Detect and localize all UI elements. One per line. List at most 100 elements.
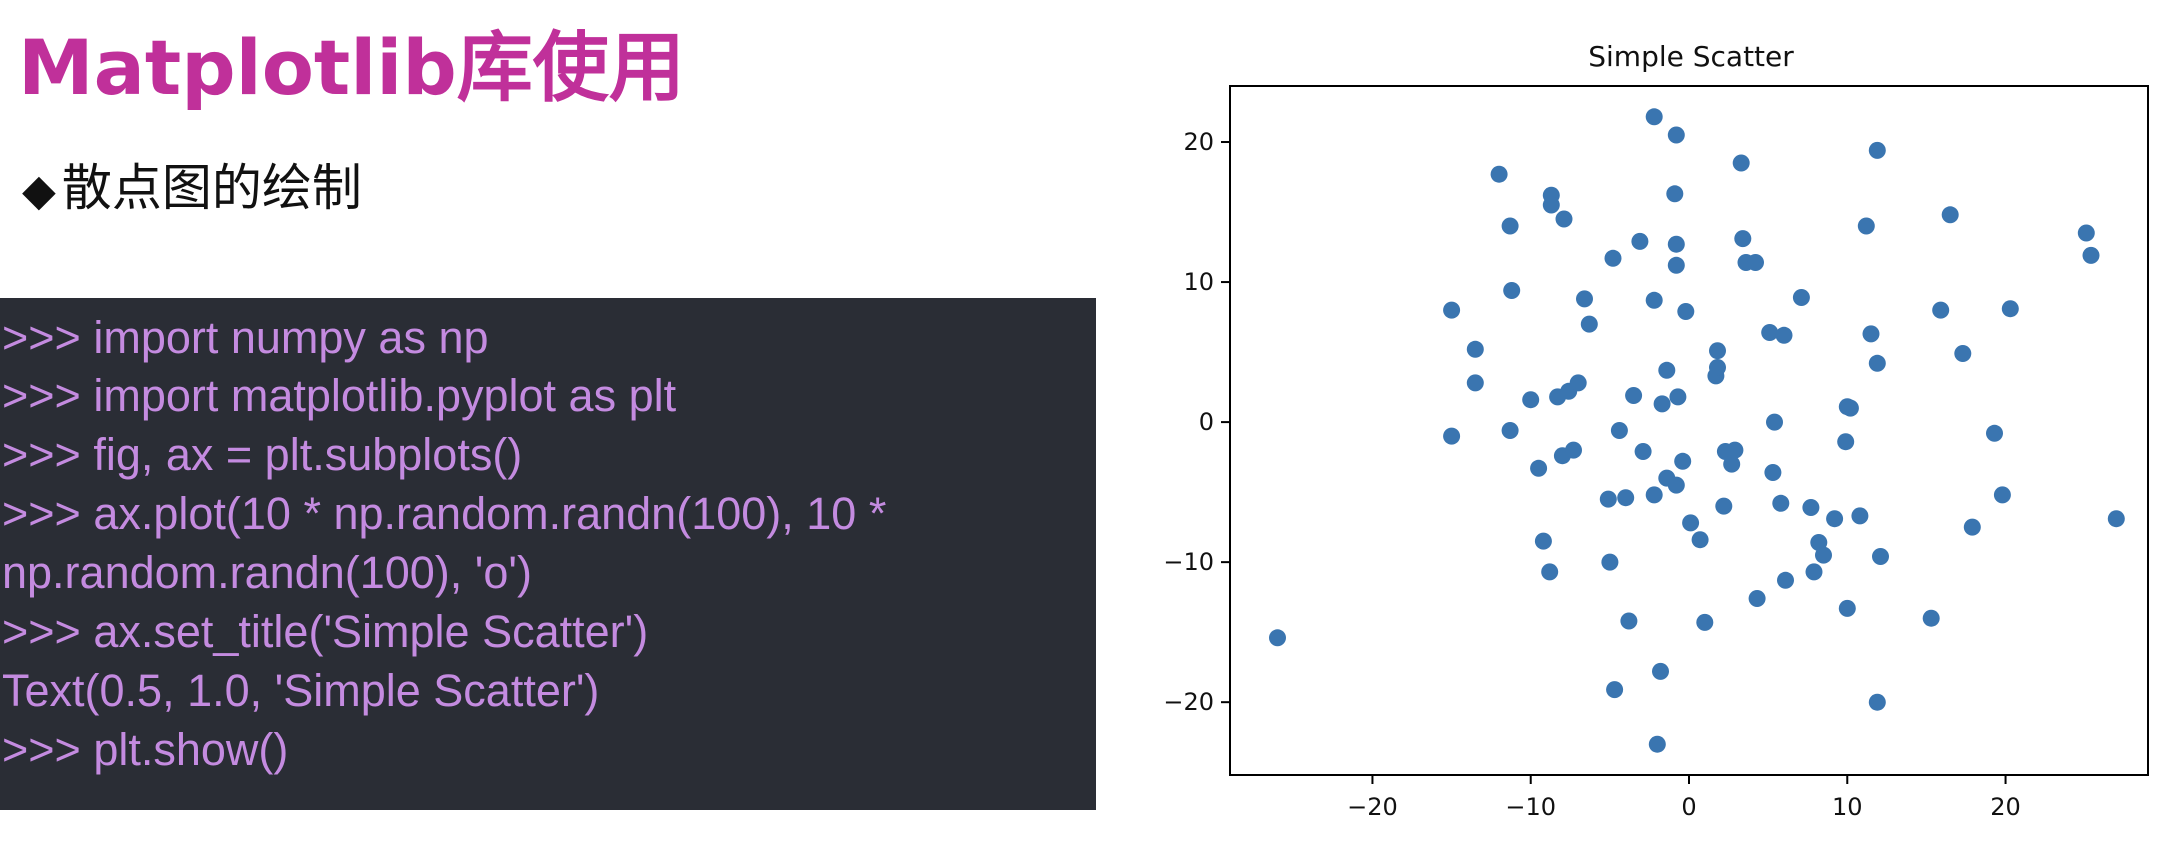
scatter-point (1617, 489, 1635, 507)
scatter-point (1726, 441, 1744, 459)
code-line: >>> fig, ax = plt.subplots() (2, 429, 523, 480)
scatter-point (1868, 354, 1886, 372)
scatter-point (2107, 510, 2125, 528)
code-line: >>> ax.plot(10 * np.random.randn(100), 1… (2, 488, 887, 539)
scatter-point (1634, 443, 1652, 460)
scatter-point (1837, 433, 1855, 451)
scatter-point (1986, 424, 2003, 442)
scatter-point (1667, 235, 1685, 253)
page-title: Matplotlib库使用 (18, 23, 685, 112)
scatter-point (1826, 510, 1844, 528)
scatter-point (1772, 494, 1790, 512)
scatter-point (1501, 217, 1519, 235)
scatter-point (1841, 399, 1859, 417)
chart-title: Simple Scatter (1588, 40, 1794, 73)
scatter-point (2001, 300, 2019, 318)
scatter-point (1775, 326, 1793, 344)
scatter-point (1604, 249, 1622, 267)
scatter-point (1941, 206, 1959, 224)
y-tick-label: 0 (1199, 408, 1214, 436)
scatter-point (1868, 141, 1886, 159)
scatter-point (1766, 413, 1783, 431)
scatter-point (1652, 662, 1669, 680)
code-block: >>> import numpy as np >>> import matplo… (0, 298, 1096, 810)
scatter-point (1922, 609, 1940, 627)
y-tick-label: 10 (1183, 268, 1214, 296)
axis-ticks: −20 −10 0 10 20 −20 −10 0 10 20 (1163, 128, 2020, 821)
scatter-point (1761, 324, 1779, 341)
code-line: np.random.randn(100), 'o') (2, 547, 532, 598)
scatter-point (1541, 563, 1559, 581)
scatter-point (1601, 553, 1619, 571)
scatter-point (1674, 452, 1692, 470)
x-tick-label: −10 (1505, 793, 1556, 821)
scatter-point (1631, 232, 1649, 250)
scatter-point (1269, 629, 1286, 647)
scatter-point (1815, 546, 1832, 564)
scatter-point (1658, 361, 1676, 379)
code-line: >>> plt.show() (2, 724, 289, 775)
scatter-point (1580, 315, 1598, 333)
scatter-point (1963, 518, 1981, 536)
scatter-point (1732, 154, 1750, 172)
scatter-point (1466, 374, 1484, 392)
scatter-point (1443, 427, 1461, 445)
scatter-point (1709, 359, 1726, 376)
scatter-point (1610, 422, 1628, 439)
scatter-point (1443, 301, 1461, 319)
scatter-point (1667, 126, 1685, 144)
scatter-point (1599, 490, 1617, 508)
scatter-point (1715, 497, 1733, 515)
scatter-point (1653, 395, 1671, 413)
code-line: >>> import matplotlib.pyplot as plt (2, 370, 677, 421)
scatter-point (1645, 108, 1663, 126)
scatter-point (1576, 290, 1593, 308)
scatter-point (1522, 391, 1540, 409)
scatter-point (1802, 499, 1820, 516)
scatter-point (1851, 507, 1869, 525)
scatter-point (1667, 256, 1685, 274)
scatter-point (1872, 548, 1889, 565)
scatter-point (1777, 571, 1794, 589)
scatter-point (1862, 325, 1880, 343)
x-tick-label: 20 (1990, 793, 2021, 821)
scatter-point (1555, 210, 1573, 228)
scatter-point (1669, 388, 1687, 406)
scatter-point (1645, 486, 1663, 504)
scatter-point (1666, 185, 1684, 203)
scatter-point (1490, 165, 1508, 183)
scatter-point (1932, 301, 1950, 319)
scatter-point (1466, 340, 1484, 358)
scatter-point (1542, 196, 1560, 214)
scatter-point (1838, 599, 1856, 617)
scatter-point (1954, 345, 1972, 362)
y-tick-label: −20 (1163, 688, 1214, 716)
scatter-point (1667, 476, 1685, 494)
y-tick-label: 20 (1183, 128, 1214, 156)
y-tick-label: −10 (1163, 548, 1214, 576)
scatter-point (1691, 531, 1709, 549)
section-subheading: ◆ 散点图的绘制 (22, 155, 362, 224)
scatter-point (1696, 613, 1714, 631)
scatter-point (1747, 254, 1764, 271)
scatter-point (1677, 303, 1695, 320)
diamond-bullet-icon: ◆ (22, 165, 56, 216)
scatter-point (1645, 291, 1663, 309)
subheading-text: 散点图的绘制 (61, 159, 362, 217)
scatter-point (1792, 289, 1810, 306)
code-line: >>> ax.set_title('Simple Scatter') (2, 606, 649, 657)
scatter-point (1734, 230, 1752, 248)
scatter-point (1723, 455, 1741, 473)
x-tick-label: 10 (1832, 793, 1863, 821)
scatter-point (1503, 282, 1521, 299)
scatter-point (1534, 532, 1552, 550)
code-line: >>> import numpy as np (2, 312, 489, 363)
scatter-point (1606, 681, 1624, 699)
scatter-point (1993, 486, 2011, 504)
scatter-point (1764, 464, 1782, 481)
scatter-point (1748, 590, 1766, 607)
scatter-point (1565, 441, 1582, 459)
scatter-point (1868, 693, 1886, 711)
plot-frame (1229, 85, 2149, 776)
x-tick-label: −20 (1347, 793, 1398, 821)
